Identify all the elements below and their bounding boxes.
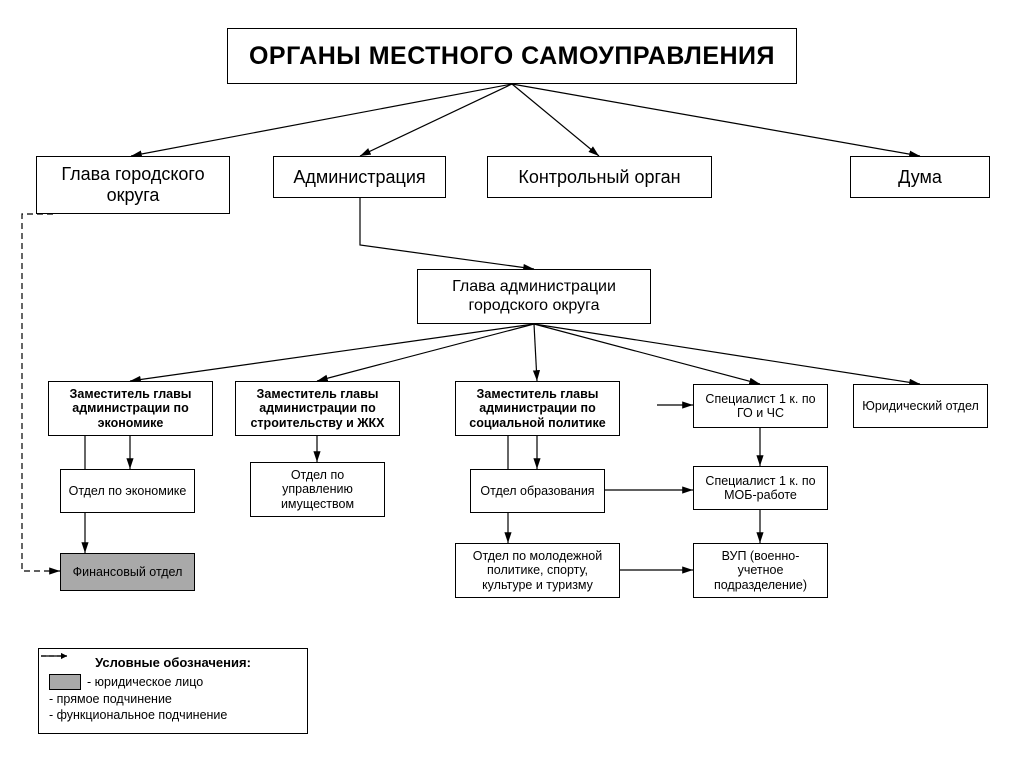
legend-label: - прямое подчинение — [49, 692, 172, 706]
label: Отдел по управлению имуществом — [257, 468, 378, 511]
label: Отдел образования — [480, 484, 594, 498]
label: Отдел по экономике — [69, 484, 187, 498]
label: Администрация — [293, 167, 425, 188]
label: Отдел по молодежной политике, спорту, ку… — [462, 549, 613, 592]
node-dep-social: Заместитель главы администрации по социа… — [455, 381, 620, 436]
node-dep-build: Заместитель главы администрации по строи… — [235, 381, 400, 436]
node-youth-dept: Отдел по молодежной политике, спорту, ку… — [455, 543, 620, 598]
node-root: ОРГАНЫ МЕСТНОГО САМОУПРАВЛЕНИЯ — [227, 28, 797, 84]
label: Дума — [898, 167, 942, 188]
legend-label: - функциональное подчинение — [49, 708, 227, 722]
label: Финансовый отдел — [73, 565, 183, 579]
dashed-arrow-icon — [39, 649, 73, 663]
node-edu-dept: Отдел образования — [470, 469, 605, 513]
node-prop-dept: Отдел по управлению имуществом — [250, 462, 385, 517]
node-fin-dept: Финансовый отдел — [60, 553, 195, 591]
node-admchief: Глава администрации городского округа — [417, 269, 651, 324]
label: Заместитель главы администрации по социа… — [462, 387, 613, 430]
node-legal: Юридический отдел — [853, 384, 988, 428]
label: Заместитель главы администрации по строи… — [242, 387, 393, 430]
node-control: Контрольный орган — [487, 156, 712, 198]
legend-title: Условные обозначения: — [49, 655, 297, 670]
legend-row-swatch: - юридическое лицо — [49, 674, 297, 690]
node-duma: Дума — [850, 156, 990, 198]
legend-box: Условные обозначения: - юридическое лицо… — [38, 648, 308, 734]
label: ОРГАНЫ МЕСТНОГО САМОУПРАВЛЕНИЯ — [249, 42, 775, 71]
label: Заместитель главы администрации по эконо… — [55, 387, 206, 430]
label: Специалист 1 к. по МОБ-работе — [700, 474, 821, 503]
node-dep-econ: Заместитель главы администрации по эконо… — [48, 381, 213, 436]
node-econ-dept: Отдел по экономике — [60, 469, 195, 513]
label: Специалист 1 к. по ГО и ЧС — [700, 392, 821, 421]
node-spec-go: Специалист 1 к. по ГО и ЧС — [693, 384, 828, 428]
legend-row-solid: - прямое подчинение — [49, 692, 297, 706]
label: Глава городского округа — [43, 164, 223, 205]
legend-row-dashed: - функциональное подчинение — [49, 708, 297, 722]
label: Глава администрации городского округа — [424, 278, 644, 315]
legend-label: - юридическое лицо — [87, 675, 203, 689]
node-head: Глава городского округа — [36, 156, 230, 214]
node-vup: ВУП (военно-учетное подразделение) — [693, 543, 828, 598]
gray-swatch-icon — [49, 674, 81, 690]
node-admin: Администрация — [273, 156, 446, 198]
label: Контрольный орган — [518, 167, 680, 188]
label: Юридический отдел — [862, 399, 979, 413]
node-spec-mob: Специалист 1 к. по МОБ-работе — [693, 466, 828, 510]
label: ВУП (военно-учетное подразделение) — [700, 549, 821, 592]
